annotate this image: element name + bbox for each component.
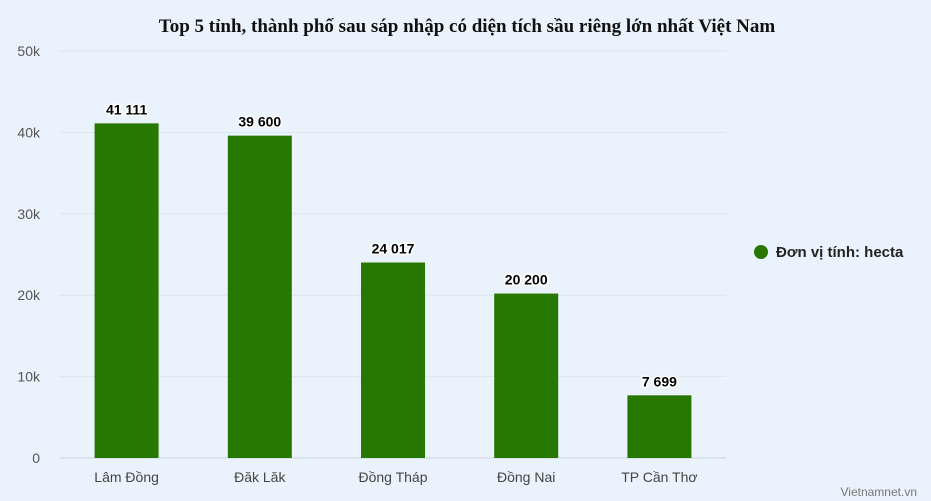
x-category-label: Lâm Đồng (94, 469, 159, 485)
legend-marker (754, 245, 768, 259)
y-tick-label: 40k (17, 124, 41, 140)
y-tick-label: 0 (32, 450, 40, 466)
bar-data-label: 39 600 (238, 114, 281, 130)
y-tick-label: 50k (17, 43, 41, 59)
chart-title: Top 5 tỉnh, thành phố sau sáp nhập có di… (159, 16, 776, 37)
x-axis-categories: Lâm Đồng Đăk Lăk Đồng Tháp Đồng Nai TP Cần T… (94, 469, 697, 485)
bar-data-label: 7 699 (642, 373, 677, 389)
source-credit: Vietnamnet.vn (841, 485, 918, 499)
y-axis-ticks: 0 10k 20k 30k 40k 50k (17, 43, 41, 466)
bar[interactable] (361, 262, 425, 458)
bar-data-label: 20 200 (505, 272, 548, 288)
bar[interactable] (494, 293, 559, 458)
y-tick-label: 20k (17, 287, 41, 303)
x-category-label: Đồng Nai (497, 469, 555, 485)
bar[interactable] (227, 135, 292, 458)
bar-data-label: 24 017 (372, 241, 415, 257)
x-category-label: Đồng Tháp (358, 469, 427, 485)
legend[interactable]: Đơn vị tính: hecta (754, 244, 904, 261)
x-category-label: TP Cần Thơ (621, 469, 697, 485)
legend-label: Đơn vị tính: hecta (776, 244, 904, 261)
x-category-label: Đăk Lăk (234, 469, 286, 485)
bar[interactable] (627, 395, 692, 458)
y-tick-label: 10k (17, 369, 41, 385)
data-labels: 41 111 39 600 24 017 20 200 7 699 (104, 100, 678, 391)
bars (94, 123, 692, 459)
bar-data-label: 41 111 (106, 101, 147, 117)
bar[interactable] (94, 123, 159, 459)
y-tick-label: 30k (17, 206, 41, 222)
